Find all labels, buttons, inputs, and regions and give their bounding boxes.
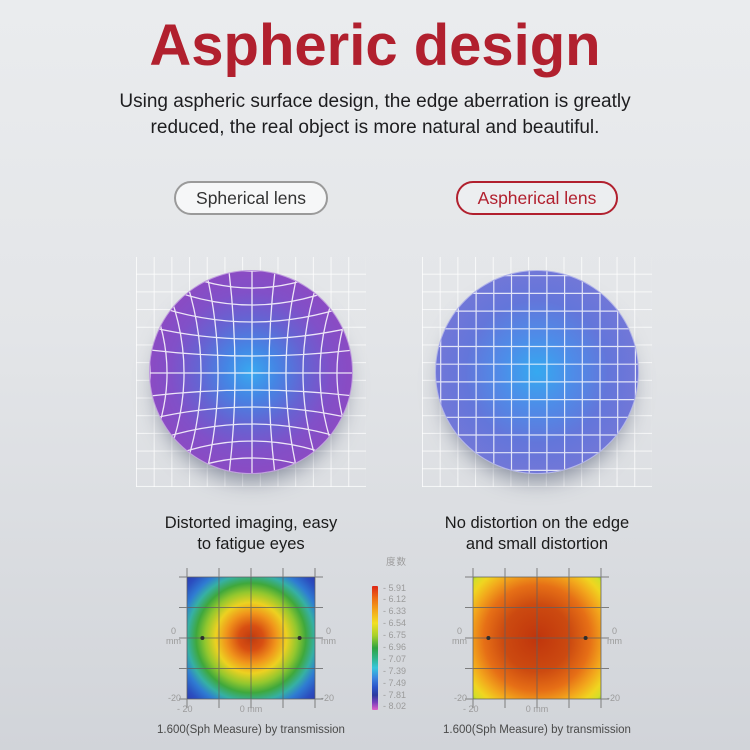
caption-spherical-line-1: Distorted imaging, easy — [164, 513, 338, 532]
legend-value-labels: - 5.91- 6.12- 6.33- 6.54- 6.75- 6.96- 7.… — [383, 582, 407, 712]
page-subtitle: Using aspheric surface design, the edge … — [0, 89, 750, 141]
y-axis-tick-bottom-left: -20 — [453, 693, 467, 704]
caption-spherical-line-2: to fatigue eyes — [197, 535, 305, 554]
heatmap-block-spherical: 0 mm 0 mm -20 -20 - 20 0 mm 1.600(Sph Meas… — [157, 567, 345, 736]
lens-diagrams — [0, 256, 750, 487]
lens-type-badges: Spherical lens Aspherical lens — [0, 180, 750, 215]
x-axis-tick-left: - 20 — [462, 703, 479, 714]
right-column — [422, 256, 652, 487]
badge-spherical-lens: Spherical lens — [174, 180, 328, 215]
right-column: Aspherical lens — [422, 180, 652, 215]
x-axis-labels: - 20 0 mm — [463, 703, 601, 716]
y-axis-label-right: 0 mm — [606, 625, 622, 646]
lens-captions: Distorted imaging, easy to fatigue eyes … — [0, 513, 750, 556]
aspherical-lens-diagram — [435, 269, 639, 474]
left-column: Spherical lens — [136, 180, 366, 215]
right-column: 0 mm 0 mm -20 -20 - 20 0 mm 1.600(Sph Meas… — [422, 567, 652, 736]
legend-entry: - 5.91 — [383, 582, 407, 593]
y-axis-tick-bottom-right: -20 — [606, 693, 620, 704]
color-scale-legend: 度数 - 5.91- 6.12- 6.33- 6.54- 6.75- 6.96-… — [372, 554, 452, 714]
left-column: 0 mm 0 mm -20 -20 - 20 0 mm 1.600(Sph Meas… — [136, 567, 366, 736]
caption-aspherical-line-1: No distortion on the edge — [444, 513, 630, 532]
y-axis-label-left: 0 mm — [451, 625, 467, 646]
subtitle-line-2: reduced, the real object is more natural… — [150, 116, 600, 138]
x-axis-labels: - 20 0 mm — [177, 703, 315, 716]
legend-entry: - 7.07 — [383, 653, 407, 664]
chart-caption-aspherical: 1.600(Sph Measure) by transmission — [443, 723, 631, 736]
legend-entry: - 7.49 — [383, 677, 407, 688]
legend-entry: - 8.02 — [383, 701, 407, 712]
legend-entry: - 6.33 — [383, 606, 407, 617]
page-title: Aspheric design — [149, 13, 601, 78]
power-map-charts: 0 mm 0 mm -20 -20 - 20 0 mm 1.600(Sph Meas… — [0, 557, 750, 736]
heatmap-block-aspherical: 0 mm 0 mm -20 -20 - 20 0 mm 1.600(Sph Meas… — [443, 567, 631, 736]
y-axis-tick-bottom-left: -20 — [167, 693, 181, 704]
legend-title: 度数 — [386, 556, 408, 568]
spherical-lens-diagram — [149, 269, 353, 474]
left-column — [136, 256, 366, 487]
legend-entry: - 6.12 — [383, 594, 407, 605]
background-grid-spherical — [136, 256, 366, 487]
legend-entry: - 7.81 — [383, 689, 407, 700]
distorted-grid-lines — [150, 270, 352, 473]
subtitle-line-1: Using aspheric surface design, the edge … — [119, 91, 631, 112]
y-axis-tick-bottom-right: -20 — [320, 693, 334, 704]
heatmap-spherical — [186, 576, 315, 699]
x-axis-tick-center: 0 mm — [239, 703, 263, 714]
right-column: No distortion on the edge and small dist… — [422, 513, 652, 556]
heatmap-aspherical — [472, 576, 601, 699]
y-axis-label-right: 0 mm — [320, 625, 336, 646]
badge-aspherical-lens: Aspherical lens — [455, 180, 619, 215]
caption-spherical: Distorted imaging, easy to fatigue eyes — [165, 513, 337, 556]
caption-aspherical-line-2: and small distortion — [465, 535, 609, 554]
legend-entry: - 6.54 — [383, 618, 407, 629]
y-axis-label-left: 0 mm — [165, 625, 181, 646]
legend-color-bar — [372, 585, 378, 710]
legend-entry: - 6.75 — [383, 630, 407, 641]
left-column: Distorted imaging, easy to fatigue eyes — [136, 513, 366, 556]
background-grid-aspherical — [422, 256, 652, 487]
legend-entry: - 7.39 — [383, 665, 407, 676]
x-axis-tick-left: - 20 — [176, 703, 193, 714]
chart-caption-spherical: 1.600(Sph Measure) by transmission — [157, 723, 345, 736]
caption-aspherical: No distortion on the edge and small dist… — [445, 513, 629, 556]
x-axis-tick-center: 0 mm — [525, 703, 549, 714]
straight-grid-lines — [436, 270, 638, 473]
legend-entry: - 6.96 — [383, 641, 407, 652]
